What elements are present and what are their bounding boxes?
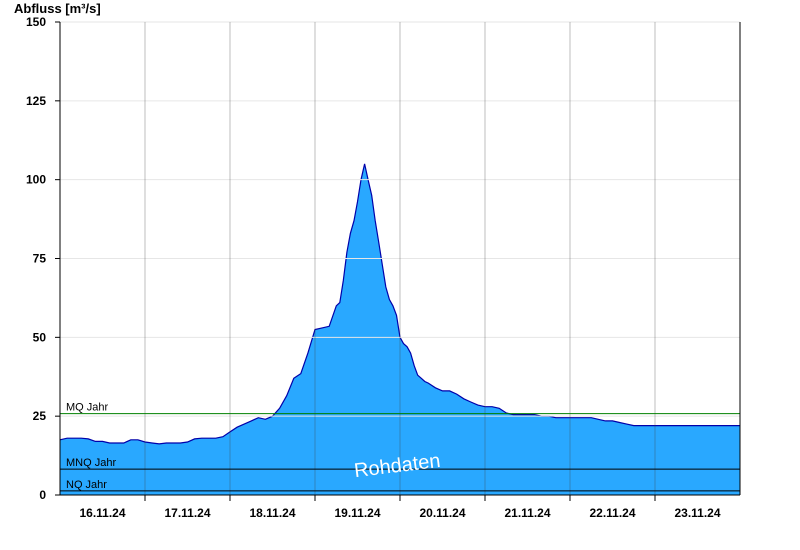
x-tick-label: 16.11.24	[79, 506, 125, 520]
y-tick-label: 150	[26, 15, 46, 29]
x-tick-label: 21.11.24	[504, 506, 550, 520]
reference-lines: MQ Jahr MNQ Jahr NQ Jahr	[60, 402, 740, 492]
x-tick-label: 19.11.24	[334, 506, 380, 520]
ref-label: NQ Jahr	[66, 479, 107, 491]
y-tick-label: 100	[26, 173, 46, 187]
x-tick-label: 20.11.24	[419, 506, 465, 520]
x-axis-ticks: 16.11.24 17.11.24 18.11.24 19.11.24 20.11.24…	[79, 495, 721, 520]
y-axis-title: Abfluss [m³/s]	[14, 1, 101, 16]
y-tick-label: 0	[39, 488, 46, 502]
y-tick-label: 25	[33, 409, 47, 423]
y-axis-ticks: 0 25 50 75 100 125 150	[26, 15, 60, 502]
x-tick-label: 23.11.24	[674, 506, 720, 520]
ref-label: MNQ Jahr	[66, 457, 116, 469]
gridlines	[60, 21, 740, 495]
discharge-line	[59, 163, 740, 445]
x-tick-label: 22.11.24	[589, 506, 635, 520]
x-tick-label: 17.11.24	[164, 506, 210, 520]
ref-label: MQ Jahr	[66, 402, 109, 414]
y-tick-label: 50	[33, 330, 47, 344]
x-tick-label: 18.11.24	[249, 506, 295, 520]
y-tick-label: 75	[33, 252, 47, 266]
y-tick-label: 125	[26, 94, 46, 108]
